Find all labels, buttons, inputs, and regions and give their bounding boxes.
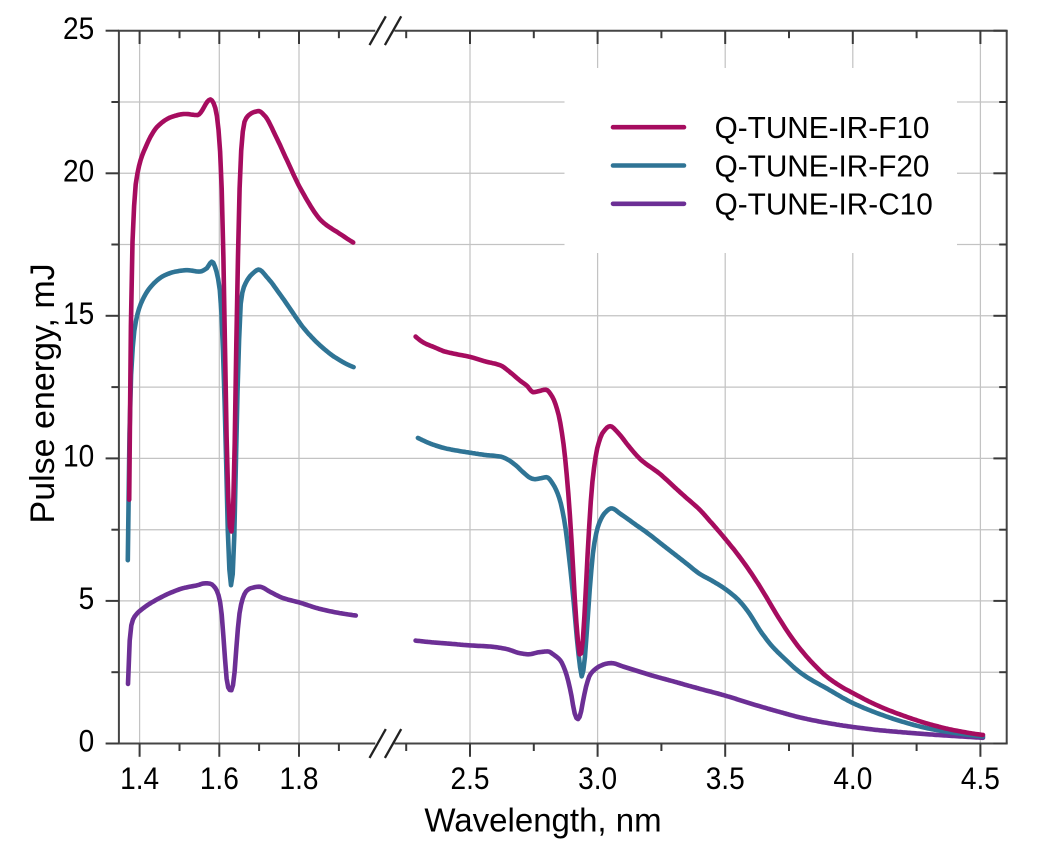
svg-text:1.8: 1.8: [280, 762, 319, 797]
svg-text:3.5: 3.5: [706, 762, 745, 797]
svg-text:4.0: 4.0: [833, 762, 872, 797]
svg-text:10: 10: [63, 439, 94, 474]
svg-text:3.0: 3.0: [578, 762, 617, 797]
svg-text:1.4: 1.4: [120, 762, 159, 797]
svg-text:Q-TUNE-IR-F20: Q-TUNE-IR-F20: [715, 149, 930, 184]
svg-text:2.5: 2.5: [451, 762, 490, 797]
svg-text:15: 15: [63, 296, 94, 331]
svg-text:Q-TUNE-IR-C10: Q-TUNE-IR-C10: [715, 187, 933, 222]
svg-text:Q-TUNE-IR-F10: Q-TUNE-IR-F10: [715, 110, 930, 145]
svg-text:5: 5: [79, 582, 95, 617]
svg-text:0: 0: [79, 724, 95, 759]
svg-text:Pulse energy, mJ: Pulse energy, mJ: [24, 263, 62, 523]
svg-text:4.5: 4.5: [961, 762, 1000, 797]
svg-text:20: 20: [63, 154, 94, 189]
svg-text:1.6: 1.6: [200, 762, 239, 797]
svg-text:Wavelength, nm: Wavelength, nm: [424, 802, 661, 839]
svg-text:25: 25: [63, 11, 94, 46]
